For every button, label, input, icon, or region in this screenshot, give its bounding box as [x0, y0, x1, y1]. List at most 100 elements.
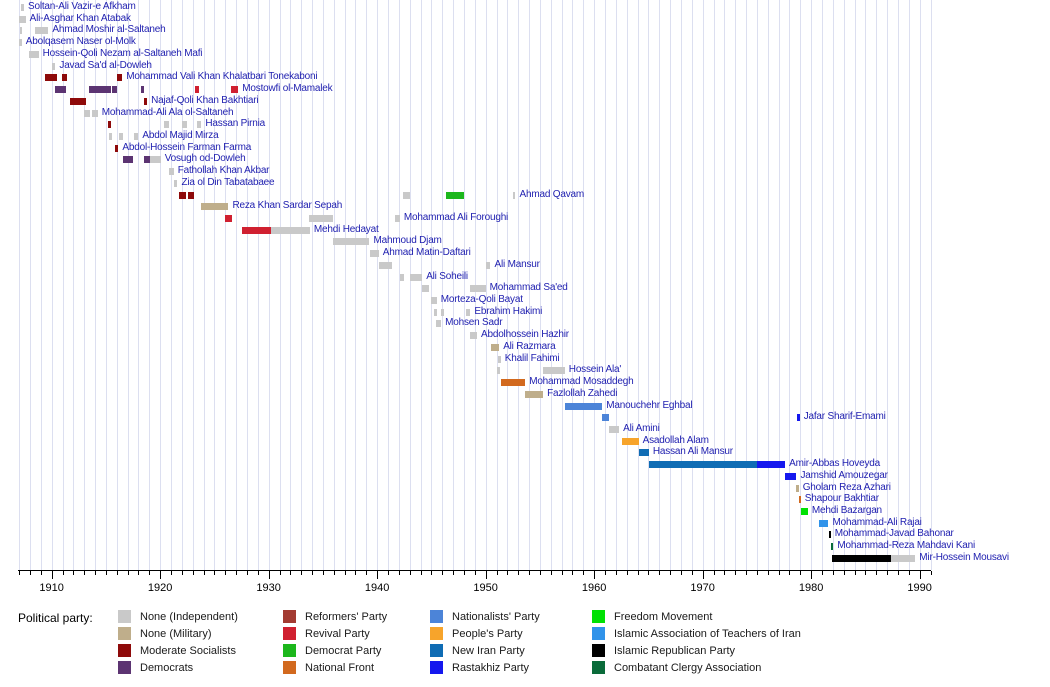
term-bar	[440, 308, 444, 316]
x-axis-minor-tick	[344, 571, 346, 575]
x-axis-minor-tick	[496, 571, 498, 575]
x-axis-minor-tick	[236, 571, 238, 575]
term-bar	[122, 156, 133, 164]
x-axis-minor-tick	[897, 571, 899, 575]
x-axis-minor-tick	[246, 571, 248, 575]
term-bar	[109, 132, 113, 140]
term-bar	[117, 74, 123, 82]
x-axis-minor-tick	[691, 571, 693, 575]
person-name-label: Mohammad-Ali Ala ol-Saltaneh	[101, 106, 234, 118]
x-axis-minor-tick	[225, 571, 227, 575]
x-axis-tick-label: 1980	[798, 582, 824, 594]
year-gridline	[626, 0, 628, 570]
term-bar	[83, 109, 91, 117]
x-axis-minor-tick	[40, 571, 42, 575]
term-bar	[798, 496, 801, 504]
person-name-label: Mahmoud Djam	[373, 235, 442, 247]
term-bar	[149, 156, 161, 164]
year-gridline	[702, 0, 704, 570]
year-gridline	[594, 0, 596, 570]
legend-color-swatch	[118, 627, 131, 640]
year-gridline	[854, 0, 856, 570]
term-bar	[169, 168, 174, 176]
year-gridline	[778, 0, 780, 570]
term-bar	[422, 285, 429, 293]
term-bar	[181, 121, 187, 129]
person-name-label: Ali Razmara	[503, 340, 556, 352]
x-axis-major-tick	[702, 571, 704, 579]
x-axis-minor-tick	[203, 571, 205, 575]
year-gridline	[919, 0, 921, 570]
legend-color-swatch	[283, 610, 296, 623]
person-name-label: Hossein-Qoli Nezam al-Saltaneh Mafi	[42, 47, 203, 59]
person-name-label: Shapour Bakhtiar	[804, 493, 879, 505]
year-gridline	[84, 0, 86, 570]
year-gridline	[453, 0, 455, 570]
legend-party-label: None (Independent)	[140, 611, 238, 623]
person-name-label: Mohsen Sadr	[445, 317, 503, 329]
person-name-label: Ahmad Moshir al-Saltaneh	[52, 24, 166, 36]
x-axis-minor-tick	[746, 571, 747, 575]
person-name-label: Hassan Ali Mansur	[652, 446, 733, 458]
year-gridline	[171, 0, 172, 570]
legend-party-label: Combatant Clergy Association	[614, 662, 762, 674]
term-bar	[608, 425, 620, 433]
person-name-label: Mohammad-Ali Rajai	[832, 516, 922, 528]
term-bar	[491, 343, 500, 351]
person-name-label: Hassan Pirnia	[205, 118, 266, 130]
legend-color-swatch	[430, 644, 443, 657]
term-bar	[436, 320, 442, 328]
x-axis-minor-tick	[138, 571, 140, 575]
person-name-label: Jafar Sharif-Emami	[803, 411, 886, 423]
year-gridline	[105, 0, 107, 570]
x-axis-minor-tick	[637, 571, 639, 575]
person-name-label: Mohammad Mosaddegh	[529, 376, 634, 387]
legend-party-label: Democrat Party	[305, 645, 382, 657]
year-gridline	[800, 0, 802, 570]
term-bar	[470, 285, 486, 293]
x-axis-minor-tick	[626, 571, 628, 575]
x-axis-minor-tick	[670, 571, 672, 575]
year-gridline	[388, 0, 389, 570]
x-axis-tick-label: 1960	[581, 582, 607, 594]
year-gridline	[377, 0, 379, 570]
person-name-label: Mir-Hossein Mousavi	[919, 551, 1009, 563]
legend-party-label: Reformers' Party	[305, 611, 388, 623]
year-gridline	[246, 0, 248, 570]
term-bar	[410, 273, 423, 281]
legend-color-swatch	[283, 661, 296, 674]
person-name-label: Jamshid Amouzegar	[800, 469, 888, 481]
legend-color-swatch	[118, 644, 131, 657]
person-name-label: Abdol Majid Mirza	[142, 129, 219, 141]
person-name-label: Mohammad-Reza Mahdavi Kani	[837, 540, 976, 552]
term-bar	[143, 97, 148, 105]
term-bar	[832, 554, 892, 562]
legend-color-swatch	[283, 627, 296, 640]
year-gridline	[214, 0, 216, 570]
legend-party-label: Nationalists' Party	[452, 611, 540, 623]
x-axis-minor-tick	[800, 571, 802, 575]
year-gridline	[257, 0, 259, 570]
x-axis-minor-tick	[843, 571, 845, 575]
term-bar	[446, 191, 465, 199]
person-name-label: Ali Soheili	[426, 270, 468, 282]
person-name-label: Mohammad Vali Khan Khalatbari Tonekaboni	[126, 71, 318, 83]
x-axis-minor-tick	[19, 571, 21, 575]
year-gridline	[192, 0, 194, 570]
year-gridline	[138, 0, 140, 570]
x-axis-minor-tick	[355, 571, 357, 575]
year-gridline	[463, 0, 465, 570]
year-gridline	[431, 0, 433, 570]
term-bar	[18, 15, 26, 23]
x-axis-minor-tick	[680, 571, 682, 575]
x-axis-tick-label: 1930	[256, 582, 281, 594]
person-name-label: Ahmad Qavam	[519, 188, 585, 200]
term-bar	[225, 215, 232, 222]
person-name-label: Ali Mansur	[494, 258, 540, 270]
term-bar	[543, 367, 565, 375]
year-gridline	[225, 0, 227, 570]
year-gridline	[724, 0, 726, 570]
person-name-label: Fathollah Khan Akbar	[177, 165, 270, 177]
person-name-label: Hossein Ala'	[568, 364, 622, 376]
x-axis-minor-tick	[73, 571, 75, 575]
